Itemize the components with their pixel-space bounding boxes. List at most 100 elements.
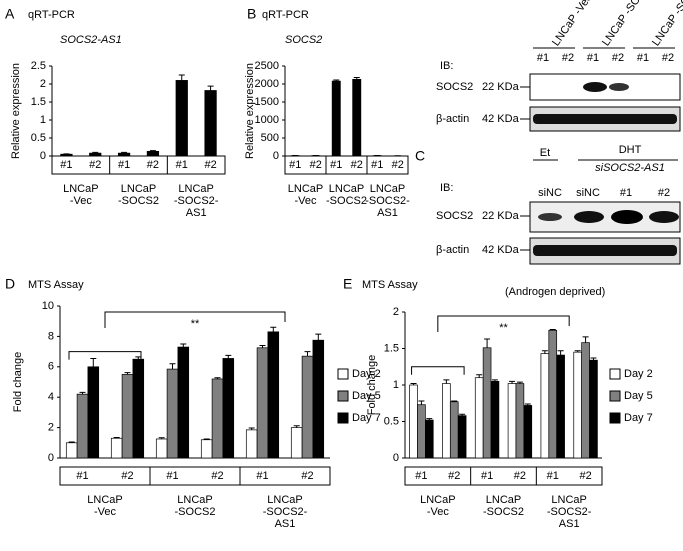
y-tick-label: 0 — [40, 150, 46, 162]
y-tick-label: 0.5 — [31, 132, 46, 144]
bar — [205, 90, 217, 156]
lane-label: #2 — [662, 52, 674, 64]
bar — [557, 355, 565, 458]
x-tick-label: #1 — [481, 470, 493, 482]
lane-label: #2 — [612, 52, 624, 64]
group-label: LNCaP — [420, 494, 455, 506]
size-label: 22 KDa — [482, 210, 520, 222]
group-label: AS1 — [559, 518, 580, 530]
category-box — [285, 156, 408, 174]
x-tick-label: #2 — [211, 470, 223, 482]
row-label: β-actin — [436, 113, 469, 125]
chart-title: MTS Assay — [362, 279, 418, 291]
y-tick-label: 2 — [393, 306, 399, 318]
y-axis-label: Fold change — [12, 352, 24, 413]
y-tick-label: 500 — [261, 132, 279, 144]
group-label: -SOCS2- — [174, 195, 219, 207]
x-tick-label: #2 — [121, 470, 133, 482]
size-label: 22 KDa — [482, 81, 520, 93]
band — [533, 245, 677, 256]
error-bar — [225, 355, 231, 358]
x-tick-label: #2 — [351, 159, 363, 171]
panel-letter: C — [415, 148, 425, 164]
bar — [425, 420, 433, 458]
group-label: LNCaP — [87, 494, 122, 506]
group-label: -Vec — [70, 195, 93, 207]
band — [583, 82, 607, 92]
bar — [302, 356, 313, 458]
lane-label: #1 — [537, 52, 549, 64]
band — [611, 210, 643, 224]
y-tick-label: 1.5 — [31, 96, 46, 108]
chart-subtitle: SOCS2 — [285, 34, 322, 46]
group-label: LNCaP — [551, 494, 586, 506]
group-bracket — [412, 367, 465, 375]
chart-subtitle: SOCS2-AS1 — [60, 34, 122, 46]
x-tick-label: #1 — [371, 159, 383, 171]
group-label: -SOCS2- — [547, 506, 592, 518]
group-label: -Vec — [294, 195, 317, 207]
x-tick-label: #1 — [547, 470, 559, 482]
y-tick-label: 8 — [48, 330, 54, 342]
x-tick-label: #2 — [204, 159, 216, 171]
bar — [89, 153, 101, 156]
x-tick-label: #2 — [310, 159, 322, 171]
legend-swatch — [338, 413, 348, 423]
bar — [483, 348, 491, 458]
chart-title: MTS Assay — [28, 279, 84, 291]
size-label: 42 KDa — [482, 113, 520, 125]
x-tick-label: #2 — [448, 470, 460, 482]
x-tick-label: #1 — [60, 159, 72, 171]
bar — [508, 384, 516, 458]
blot-top: IB: SOCS2 β-actin 22 KDa 42 KDa — [436, 60, 680, 131]
group-label: -SOCS2- — [365, 195, 410, 207]
group-label: LNCaP — [177, 494, 212, 506]
band — [538, 213, 562, 221]
treatment: DHT — [619, 144, 642, 156]
bar — [111, 438, 122, 458]
y-tick-label: 2 — [48, 422, 54, 434]
x-tick-label: #1 — [330, 159, 342, 171]
error-bar — [179, 75, 185, 80]
x-tick-label: #2 — [147, 159, 159, 171]
lane-group: LNCaP -SOCS2-AS1 — [650, 0, 683, 48]
group-label: -Vec — [427, 506, 450, 518]
lane-label: #1 — [637, 52, 649, 64]
error-bar — [443, 380, 449, 384]
y-axis-label: Fold change — [366, 355, 378, 416]
group-label: AS1 — [186, 207, 207, 219]
error-bar — [305, 352, 311, 357]
x-tick-label: #2 — [392, 159, 404, 171]
row-label: SOCS2 — [436, 210, 473, 222]
error-bar — [315, 334, 321, 340]
legend-label: Day 2 — [624, 368, 653, 380]
lane-group: LNCaP -Vec — [550, 0, 595, 48]
ib-label: IB: — [440, 60, 453, 72]
bar — [475, 378, 483, 458]
band — [574, 211, 604, 223]
y-tick-label: 0 — [393, 452, 399, 464]
y-tick-label: 1500 — [255, 96, 279, 108]
bar — [257, 348, 268, 458]
y-tick-label: 1 — [393, 379, 399, 391]
y-tick-label: 2000 — [255, 78, 279, 90]
y-tick-label: 1000 — [255, 114, 279, 126]
bar — [66, 443, 77, 458]
treatment-sub: siSOCS2-AS1 — [595, 162, 665, 174]
panel-letter: E — [343, 276, 352, 292]
bar — [582, 343, 590, 458]
bar — [223, 358, 234, 458]
group-label: LNCaP — [486, 494, 521, 506]
lane-label: #2 — [658, 187, 670, 199]
panel-letter: A — [5, 6, 15, 22]
bar — [201, 440, 212, 458]
error-bar — [418, 401, 424, 405]
size-label: 42 KDa — [482, 244, 520, 256]
group-label: LNCaP — [178, 183, 213, 195]
bar — [516, 384, 524, 458]
bar — [122, 374, 133, 458]
bar — [450, 402, 458, 458]
chart-subtitle: (Androgen deprived) — [505, 286, 605, 298]
bar — [442, 384, 450, 458]
lane-label: #1 — [620, 187, 632, 199]
